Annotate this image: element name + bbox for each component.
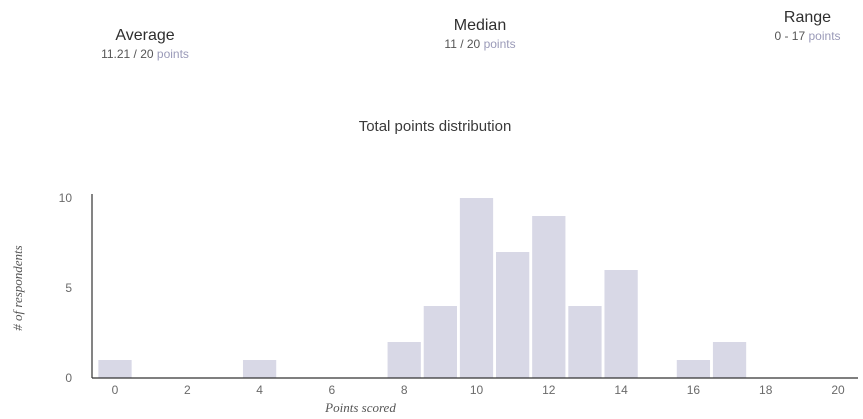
median-title: Median [453, 17, 507, 34]
x-tick-20: 20 [831, 383, 845, 397]
x-tick-8: 8 [401, 383, 408, 397]
range-stat: Range 0 - 17 points [752, 8, 863, 44]
bar-9 [423, 306, 457, 378]
range-unit: points [808, 29, 841, 43]
range-title: Range [783, 9, 832, 26]
x-tick-18: 18 [759, 383, 773, 397]
average-value: 11.21 / 20 [101, 47, 154, 61]
bar-14 [604, 270, 638, 378]
x-tick-6: 6 [329, 383, 336, 397]
x-tick-4: 4 [256, 383, 263, 397]
bar-0 [98, 360, 132, 378]
median-value-line: 11 / 20 points [410, 36, 550, 52]
y-axis-label: # of respondents [10, 245, 25, 330]
chart-title: Total points distribution [358, 118, 512, 135]
y-tick-5: 5 [65, 281, 72, 295]
range-value-line: 0 - 17 points [752, 28, 863, 44]
y-tick-labels: 0 5 10 [59, 191, 73, 385]
x-tick-labels: 0 2 4 6 8 10 12 14 16 18 20 [112, 383, 845, 397]
bar-11 [496, 252, 530, 378]
x-axis-label: Points scored [324, 400, 396, 415]
range-value: 0 - 17 [774, 29, 806, 43]
x-tick-16: 16 [687, 383, 701, 397]
bars-group [98, 198, 747, 378]
bar-8 [387, 342, 421, 378]
bar-4 [242, 360, 277, 378]
y-tick-0: 0 [65, 371, 72, 385]
median-value: 11 / 20 [444, 37, 481, 51]
bar-10 [459, 198, 494, 378]
bar-17 [712, 342, 747, 378]
bar-16 [676, 360, 711, 378]
average-value-line: 11.21 / 20 points [70, 46, 220, 62]
average-title: Average [115, 27, 175, 44]
x-tick-14: 14 [614, 383, 628, 397]
x-tick-0: 0 [112, 383, 119, 397]
median-unit: points [483, 37, 516, 51]
average-unit: points [156, 47, 189, 61]
average-stat: Average 11.21 / 20 points [70, 26, 220, 62]
x-tick-12: 12 [542, 383, 556, 397]
bar-13 [568, 306, 602, 378]
y-tick-10: 10 [59, 191, 73, 205]
median-stat: Median 11 / 20 points [410, 16, 550, 52]
x-tick-10: 10 [470, 383, 484, 397]
bar-12 [532, 216, 566, 378]
x-tick-2: 2 [184, 383, 191, 397]
